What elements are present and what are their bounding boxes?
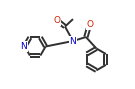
Text: N: N	[20, 42, 27, 51]
Text: N: N	[70, 36, 76, 45]
Text: O: O	[87, 20, 94, 29]
Text: O: O	[54, 16, 61, 25]
